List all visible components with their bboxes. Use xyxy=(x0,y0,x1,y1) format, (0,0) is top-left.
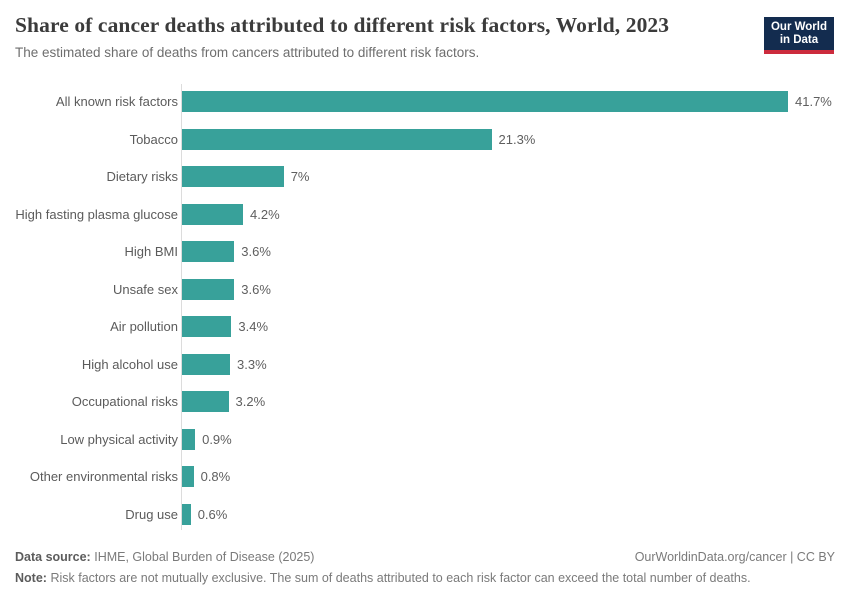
category-label: High BMI xyxy=(124,244,178,260)
data-source-label: Data source: xyxy=(15,550,91,564)
chart-row: Low physical activity 0.9% xyxy=(0,421,850,459)
chart-row: High BMI 3.6% xyxy=(0,233,850,271)
page-title: Share of cancer deaths attributed to dif… xyxy=(15,13,670,37)
bar[interactable] xyxy=(182,391,229,413)
value-label: 4.2% xyxy=(250,206,280,222)
bar[interactable] xyxy=(182,166,284,188)
owid-logo-line1: Our World xyxy=(770,21,827,33)
bar-chart: All known risk factors 41.7% Tobacco 21.3% D… xyxy=(0,83,850,533)
bar[interactable] xyxy=(182,241,235,263)
bar[interactable] xyxy=(182,428,196,450)
data-source: Data source: IHME, Global Burden of Dise… xyxy=(15,547,314,568)
value-label: 0.9% xyxy=(202,431,232,447)
value-label: 21.3% xyxy=(498,131,536,147)
chart-row: Air pollution 3.4% xyxy=(0,308,850,346)
category-label: High alcohol use xyxy=(81,356,178,372)
value-label: 41.7% xyxy=(795,94,832,110)
chart-row: Dietary risks 7% xyxy=(0,158,850,196)
value-label: 3.4% xyxy=(238,319,269,335)
bar[interactable] xyxy=(182,128,492,150)
chart-note: Note: Risk factors are not mutually excl… xyxy=(15,568,835,589)
category-label: All known risk factors xyxy=(55,94,178,110)
bar[interactable] xyxy=(182,503,191,525)
category-label: Unsafe sex xyxy=(112,281,178,297)
category-label: High fasting plasma glucose xyxy=(15,206,178,222)
bar[interactable] xyxy=(182,91,788,113)
owid-logo: Our World in Data xyxy=(763,17,834,54)
chart-row: Unsafe sex 3.6% xyxy=(0,271,850,309)
chart-row: Occupational risks 3.2% xyxy=(0,383,850,421)
bar[interactable] xyxy=(182,278,235,300)
owid-logo-line2: in Data xyxy=(779,34,819,46)
value-label: 0.6% xyxy=(197,506,228,522)
bar[interactable] xyxy=(182,466,194,488)
category-label: Dietary risks xyxy=(106,169,178,185)
bar[interactable] xyxy=(182,316,232,338)
chart-row: All known risk factors 41.7% xyxy=(0,83,850,121)
y-axis-line xyxy=(181,84,182,530)
chart-row: High alcohol use 3.3% xyxy=(0,346,850,384)
chart-footer: Data source: IHME, Global Burden of Dise… xyxy=(15,547,835,589)
value-label: 7% xyxy=(290,169,310,185)
value-label: 3.3% xyxy=(237,356,267,372)
chart-row: Drug use 0.6% xyxy=(0,496,850,534)
chart-row: Other environmental risks 0.8% xyxy=(0,458,850,496)
category-label: Air pollution xyxy=(110,319,178,335)
category-label: Other environmental risks xyxy=(29,469,178,485)
chart-row: High fasting plasma glucose 4.2% xyxy=(0,196,850,234)
category-label: Occupational risks xyxy=(71,394,178,410)
value-label: 3.2% xyxy=(235,394,266,410)
data-source-value: IHME, Global Burden of Disease (2025) xyxy=(94,550,315,564)
bar[interactable] xyxy=(182,353,230,375)
value-label: 0.8% xyxy=(200,469,231,485)
note-label: Note: xyxy=(15,571,47,585)
bar[interactable] xyxy=(182,203,243,225)
credit-link[interactable]: OurWorldinData.org/cancer | CC BY xyxy=(634,550,835,564)
page-subtitle: The estimated share of deaths from cance… xyxy=(15,45,480,60)
chart-rows: All known risk factors 41.7% Tobacco 21.3% D… xyxy=(0,83,850,533)
chart-row: Tobacco 21.3% xyxy=(0,121,850,159)
note-value: Risk factors are not mutually exclusive.… xyxy=(50,571,751,585)
value-label: 3.6% xyxy=(241,281,271,297)
category-label: Low physical activity xyxy=(60,431,178,447)
value-label: 3.6% xyxy=(241,244,271,260)
category-label: Tobacco xyxy=(129,131,178,147)
category-label: Drug use xyxy=(125,506,178,522)
